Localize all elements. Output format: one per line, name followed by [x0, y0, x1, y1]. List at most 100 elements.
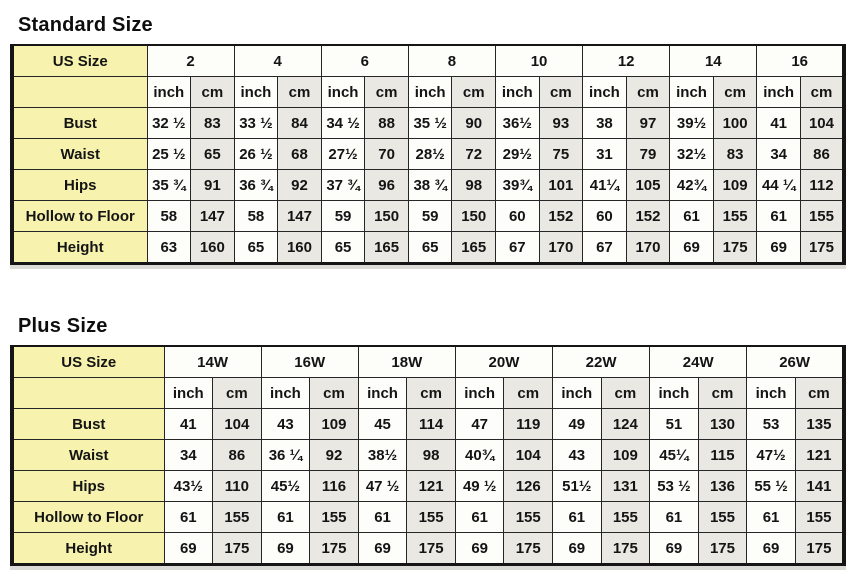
- value-cm: 152: [625, 200, 671, 232]
- value-cm: 114: [406, 408, 456, 440]
- value-inch: 47 ½: [357, 470, 408, 502]
- value-inch: 61: [756, 200, 801, 232]
- row-label-height: Height: [11, 231, 148, 264]
- standard-size-table: US Size 2 4 6 8 10 12 14 16 inch cm inch cm inch cm inc…: [10, 44, 846, 265]
- unit-header-inch: inch: [357, 377, 408, 409]
- unit-header-inch: inch: [582, 76, 627, 108]
- value-cm: 92: [277, 169, 322, 201]
- value-inch: 38½: [357, 439, 408, 471]
- unit-header-cm: cm: [451, 76, 496, 108]
- row-label-waist: Waist: [11, 138, 148, 170]
- value-cm: 170: [538, 231, 584, 264]
- unit-header-cm: cm: [712, 76, 758, 108]
- value-cm: 147: [190, 200, 235, 232]
- unit-header-cm: cm: [697, 377, 748, 409]
- value-inch: 60: [582, 200, 627, 232]
- value-cm: 170: [625, 231, 671, 264]
- value-inch: 25 ½: [146, 138, 192, 170]
- value-cm: 121: [406, 470, 456, 502]
- value-inch: 61: [552, 501, 602, 533]
- value-inch: 29½: [495, 138, 540, 170]
- value-inch: 61: [357, 501, 408, 533]
- value-cm: 121: [794, 439, 845, 471]
- unit-header-inch: inch: [320, 76, 366, 108]
- value-cm: 104: [799, 107, 845, 139]
- unit-header-inch: inch: [495, 76, 540, 108]
- value-cm: 165: [451, 231, 496, 264]
- value-cm: 90: [451, 107, 496, 139]
- value-cm: 155: [799, 200, 845, 232]
- value-cm: 98: [451, 169, 496, 201]
- value-inch: 34: [163, 439, 214, 471]
- value-inch: 45: [357, 408, 408, 440]
- value-cm: 155: [794, 501, 845, 533]
- us-size-header: US Size: [11, 44, 148, 77]
- unit-header-cm: cm: [190, 76, 235, 108]
- value-inch: 58: [146, 200, 192, 232]
- value-inch: 35 ¾: [146, 169, 192, 201]
- measurement-row-height: Height 63 160 65 160 65 165 65 165 67 170 67 170 69 17…: [11, 231, 845, 264]
- value-cm: 92: [309, 439, 359, 471]
- value-cm: 88: [364, 107, 409, 139]
- size-column-header-16w: 16W: [260, 345, 359, 378]
- value-cm: 155: [712, 200, 758, 232]
- value-cm: 147: [277, 200, 322, 232]
- size-column-header-22w: 22W: [551, 345, 651, 378]
- value-inch: 49 ½: [454, 470, 505, 502]
- value-inch: 69: [669, 231, 714, 264]
- size-column-header-4: 4: [233, 44, 322, 77]
- unit-header-cm: cm: [794, 377, 845, 409]
- unit-header-inch: inch: [407, 76, 453, 108]
- value-cm: 155: [212, 501, 262, 533]
- value-cm: 136: [697, 470, 748, 502]
- measurement-row-hollow-to-floor: Hollow to Floor 58 147 58 147 59 150 59 150 60 152…: [11, 200, 845, 232]
- value-inch: 33 ½: [233, 107, 279, 139]
- unit-header-inch: inch: [756, 76, 801, 108]
- value-cm: 101: [538, 169, 584, 201]
- unit-header-cm: cm: [799, 76, 845, 108]
- size-column-header-18w: 18W: [357, 345, 456, 378]
- row-label-waist: Waist: [11, 439, 165, 471]
- value-inch: 37 ¾: [320, 169, 366, 201]
- size-header-row: US Size 14W 16W 18W 20W 22W 24W 26W: [11, 345, 845, 378]
- value-cm: 104: [212, 408, 262, 440]
- value-inch: 67: [582, 231, 627, 264]
- value-cm: 97: [625, 107, 671, 139]
- unit-header-inch: inch: [649, 377, 699, 409]
- value-inch: 41: [163, 408, 214, 440]
- value-inch: 40¾: [454, 439, 505, 471]
- standard-size-section: Standard Size US Size 2 4 6 8 10 12 14 16 inch cm i…: [10, 14, 850, 265]
- value-inch: 35 ½: [407, 107, 453, 139]
- measurement-row-height: Height 69 175 69 175 69 175 69 175 69 175 69 175 69 17…: [11, 532, 845, 565]
- value-cm: 152: [538, 200, 584, 232]
- value-inch: 53: [746, 408, 796, 440]
- value-inch: 58: [233, 200, 279, 232]
- size-column-header-24w: 24W: [649, 345, 748, 378]
- value-cm: 131: [600, 470, 651, 502]
- value-inch: 61: [649, 501, 699, 533]
- value-inch: 47½: [746, 439, 796, 471]
- value-cm: 160: [277, 231, 322, 264]
- value-inch: 43: [260, 408, 311, 440]
- unit-header-inch: inch: [669, 76, 714, 108]
- value-cm: 116: [309, 470, 359, 502]
- standard-size-title: Standard Size: [18, 14, 153, 36]
- value-cm: 175: [406, 532, 456, 565]
- unit-header-cm: cm: [538, 76, 584, 108]
- value-cm: 155: [503, 501, 553, 533]
- unit-header-cm: cm: [625, 76, 671, 108]
- value-cm: 175: [503, 532, 553, 565]
- value-cm: 175: [212, 532, 262, 565]
- size-column-header-12: 12: [582, 44, 671, 77]
- value-cm: 65: [190, 138, 235, 170]
- value-inch: 67: [495, 231, 540, 264]
- size-column-header-10: 10: [494, 44, 584, 77]
- size-column-header-26w: 26W: [746, 345, 845, 378]
- unit-header-cm: cm: [503, 377, 553, 409]
- value-inch: 65: [407, 231, 453, 264]
- size-chart-page: Standard Size US Size 2 4 6 8 10 12 14 16 inch cm i…: [10, 14, 850, 566]
- value-cm: 175: [697, 532, 748, 565]
- unit-header-cm: cm: [309, 377, 359, 409]
- value-cm: 109: [600, 439, 651, 471]
- value-inch: 69: [357, 532, 408, 565]
